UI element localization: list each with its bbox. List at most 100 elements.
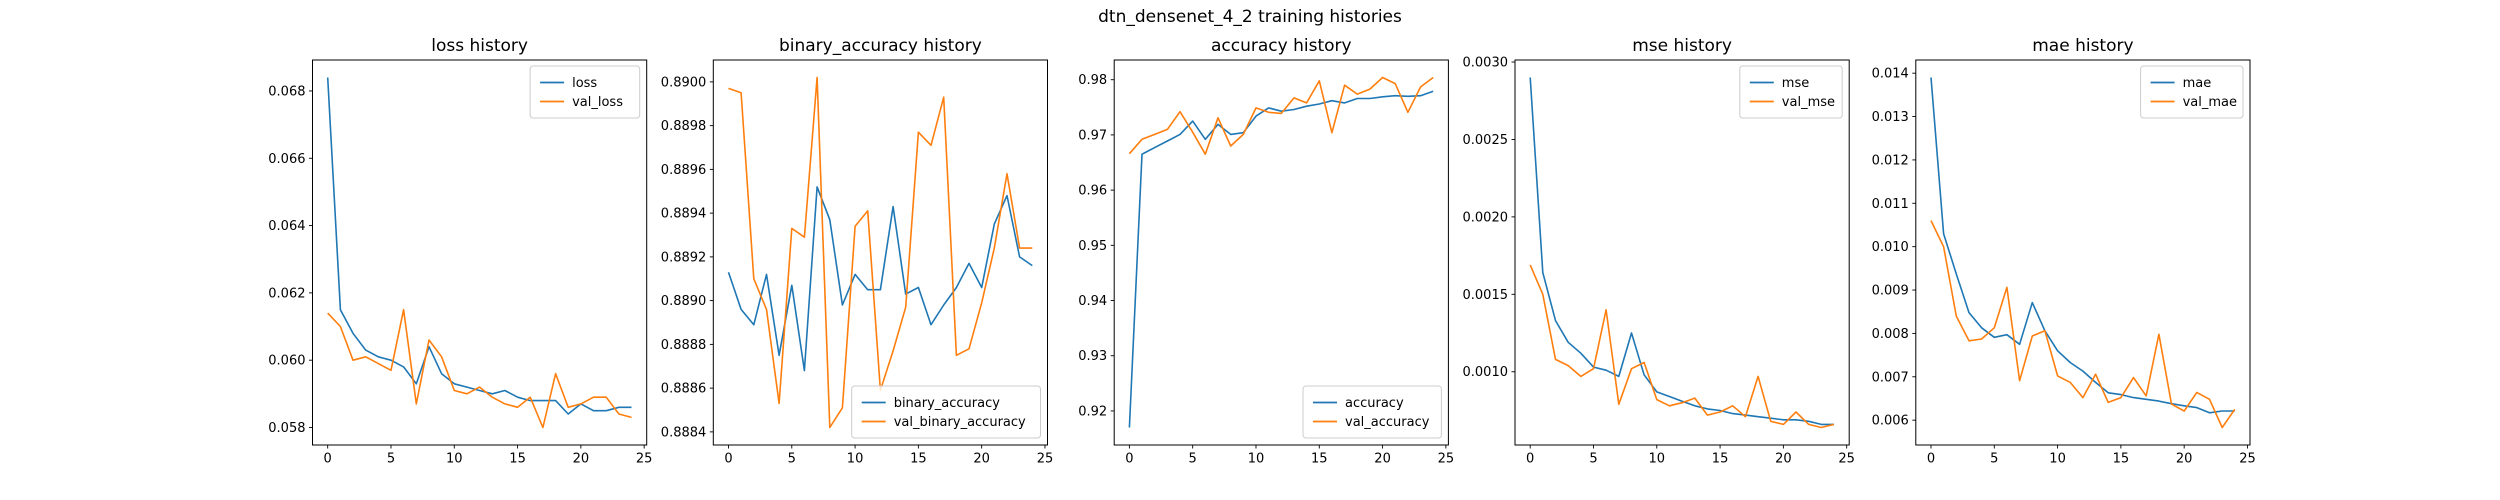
y-tick-label: 0.96 — [1078, 184, 1107, 199]
legend-label-binary_accuracy: binary_accuracy — [894, 396, 1001, 411]
y-tick-label: 0.010 — [1872, 240, 1909, 255]
val_mae-line — [1930, 220, 2236, 429]
y-tick-label: 0.008 — [1872, 327, 1909, 342]
y-tick-label: 0.064 — [268, 219, 305, 234]
x-tick-label: 25 — [1037, 452, 1054, 467]
x-tick-label: 20 — [1374, 452, 1391, 467]
subplot-loss: 0.058 0.060 0.062 0.064 0.066 0.068 0 5 10 15 20 25… — [268, 36, 652, 467]
x-tick-label: 15 — [509, 452, 526, 467]
x-tick-label: 0 — [724, 452, 732, 467]
x-tick-label: 10 — [1248, 452, 1265, 467]
y-tick-label: 0.012 — [1872, 153, 1909, 168]
axes-frame — [1915, 59, 2251, 446]
x-tick-label: 0 — [1927, 452, 1935, 467]
y-tick-label: 0.8894 — [661, 207, 707, 222]
accuracy-line — [1128, 90, 1434, 428]
axes-frame — [312, 59, 648, 446]
legend-label-val_loss: val_loss — [572, 95, 623, 110]
y-tick-label: 0.0030 — [1463, 56, 1509, 71]
legend: mae val_mae — [2140, 65, 2244, 119]
x-tick-label: 25 — [2239, 452, 2256, 467]
y-tick-label: 0.058 — [268, 421, 305, 436]
x-tick-label: 0 — [1125, 452, 1133, 467]
y-tick-label: 0.8898 — [661, 119, 707, 134]
x-tick-label: 20 — [1775, 452, 1792, 467]
x-tick-label: 25 — [636, 452, 653, 467]
legend: accuracy val_accuracy — [1302, 385, 1442, 439]
x-tick-label: 5 — [1589, 452, 1597, 467]
y-tick-label: 0.062 — [268, 286, 305, 301]
subplot-title: mse history — [1632, 36, 1732, 56]
legend-label-mae: mae — [2183, 76, 2212, 91]
y-tick-label: 0.8888 — [661, 338, 707, 353]
y-tick-label: 0.068 — [268, 84, 305, 99]
y-tick-label: 0.8890 — [661, 294, 707, 309]
y-tick-label: 0.94 — [1078, 294, 1107, 309]
y-tick-label: 0.0015 — [1463, 288, 1509, 303]
subplot-mse: 0.0010 0.0015 0.0020 0.0025 0.0030 0 5 10 15 20 25… — [1463, 36, 1855, 467]
axes-frame — [1514, 59, 1850, 446]
x-tick-label: 20 — [2176, 452, 2193, 467]
legend-box — [851, 385, 1042, 439]
x-tick-label: 20 — [573, 452, 590, 467]
mae-line — [1930, 77, 2235, 414]
x-tick-label: 25 — [1838, 452, 1855, 467]
legend-box — [1739, 65, 1843, 119]
subplot-title: accuracy history — [1211, 36, 1352, 56]
subplot-binary_accuracy: 0.8884 0.8886 0.8888 0.8890 0.8892 0.8894 0.88… — [661, 36, 1053, 467]
legend-label-accuracy: accuracy — [1345, 396, 1404, 411]
y-tick-label: 0.8884 — [661, 425, 707, 440]
x-tick-label: 5 — [788, 452, 796, 467]
y-tick-label: 0.8896 — [661, 163, 707, 178]
y-tick-label: 0.95 — [1078, 239, 1107, 254]
binary_accuracy-line — [727, 186, 1033, 372]
x-tick-label: 20 — [973, 452, 990, 467]
x-tick-label: 5 — [387, 452, 395, 467]
legend: binary_accuracy val_binary_accuracy — [851, 385, 1042, 439]
x-tick-label: 25 — [1438, 452, 1455, 467]
y-tick-label: 0.97 — [1078, 128, 1107, 143]
subplot-title: loss history — [431, 36, 528, 56]
subplot-title: binary_accuracy history — [779, 36, 982, 56]
subplot-mae: 0.006 0.007 0.008 0.009 0.010 0.011 0.012 0.013… — [1872, 36, 2256, 467]
y-tick-label: 0.93 — [1078, 349, 1107, 364]
legend-label-mse: mse — [1782, 76, 1809, 91]
y-tick-label: 0.98 — [1078, 73, 1107, 88]
y-tick-label: 0.0025 — [1463, 133, 1509, 148]
subplot-title: mae history — [2032, 36, 2133, 56]
x-tick-label: 0 — [324, 452, 332, 467]
y-tick-label: 0.066 — [268, 152, 305, 167]
legend-label-val_mae: val_mae — [2183, 95, 2237, 110]
y-tick-label: 0.8900 — [661, 75, 707, 90]
x-tick-label: 15 — [1311, 452, 1328, 467]
legend-label-val_mse: val_mse — [1782, 95, 1835, 110]
x-tick-label: 5 — [1990, 452, 1998, 467]
val_loss-line — [327, 308, 632, 429]
x-tick-label: 0 — [1526, 452, 1534, 467]
val_mse-line — [1529, 264, 1835, 429]
y-tick-label: 0.0010 — [1463, 365, 1509, 380]
x-tick-label: 10 — [847, 452, 864, 467]
legend-box — [1302, 385, 1442, 439]
y-tick-label: 0.006 — [1872, 414, 1909, 429]
y-tick-label: 0.014 — [1872, 67, 1909, 82]
x-tick-label: 10 — [1649, 452, 1666, 467]
legend: loss val_loss — [529, 65, 641, 119]
x-tick-label: 15 — [910, 452, 927, 467]
y-tick-label: 0.8886 — [661, 382, 707, 397]
val_accuracy-line — [1128, 76, 1434, 155]
x-tick-label: 15 — [1712, 452, 1729, 467]
subplot-accuracy: 0.92 0.93 0.94 0.95 0.96 0.97 0.98 0 5 10 15 20 25 ac… — [1078, 36, 1454, 467]
x-tick-label: 10 — [446, 452, 463, 467]
axes-frame — [1113, 59, 1449, 446]
y-tick-label: 0.92 — [1078, 404, 1107, 419]
legend-box — [2140, 65, 2244, 119]
legend-label-loss: loss — [572, 76, 597, 91]
y-tick-label: 0.009 — [1872, 284, 1909, 299]
y-tick-label: 0.007 — [1872, 370, 1909, 385]
legend: mse val_mse — [1739, 65, 1843, 119]
mse-line — [1529, 77, 1834, 426]
x-tick-label: 15 — [2113, 452, 2130, 467]
